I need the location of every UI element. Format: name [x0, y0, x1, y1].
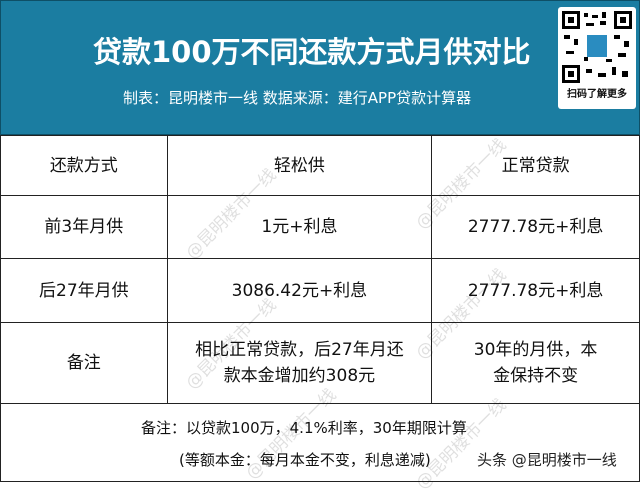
header-cell: 还款方式	[0, 135, 168, 196]
header-cell: 正常贷款	[431, 135, 640, 196]
table-cell: 相比正常贷款，后27年月还款本金增加约308元	[166, 322, 433, 404]
qr-label: 扫码了解更多	[567, 89, 627, 100]
qr-code-icon	[562, 11, 632, 83]
footnote: 备注：以贷款100万，4.1%利率，30年期限计算 (等额本金：每月本金不变，利…	[0, 403, 640, 482]
table-cell: 2777.78元+利息	[431, 258, 640, 323]
row-label: 备注	[0, 322, 168, 404]
table-row: 备注 相比正常贷款，后27年月还款本金增加约308元 30年的月供，本金保持不变	[0, 322, 640, 404]
table-cell: 2777.78元+利息	[431, 195, 640, 259]
brand-watermark: 头条 @昆明楼市一线	[477, 451, 617, 469]
qr-code[interactable]: 扫码了解更多	[558, 7, 636, 109]
comparison-table: 还款方式 轻松供 正常贷款 前3年月供 1元+利息 2777.78元+利息 后2…	[0, 135, 640, 404]
table-row: 前3年月供 1元+利息 2777.78元+利息	[0, 195, 640, 259]
header-cell: 轻松供	[166, 135, 433, 196]
page-title: 贷款100万不同还款方式月供对比	[93, 35, 531, 69]
table-row: 后27年月供 3086.42元+利息 2777.78元+利息	[0, 258, 640, 323]
footnote-line-2: (等额本金：每月本金不变，利息递减)	[179, 451, 431, 469]
header-banner: 贷款100万不同还款方式月供对比 制表：昆明楼市一线 数据来源：建行APP贷款计…	[0, 0, 640, 135]
footnote-line-1: 备注：以贷款100万，4.1%利率，30年期限计算	[141, 419, 467, 437]
table-cell: 3086.42元+利息	[166, 258, 433, 323]
row-label: 前3年月供	[0, 195, 168, 259]
subtitle: 制表：昆明楼市一线 数据来源：建行APP贷款计算器	[123, 89, 472, 107]
table-header-row: 还款方式 轻松供 正常贷款	[0, 135, 640, 196]
table-cell: 1元+利息	[166, 195, 433, 259]
table-cell: 30年的月供，本金保持不变	[431, 322, 640, 404]
row-label: 后27年月供	[0, 258, 168, 323]
